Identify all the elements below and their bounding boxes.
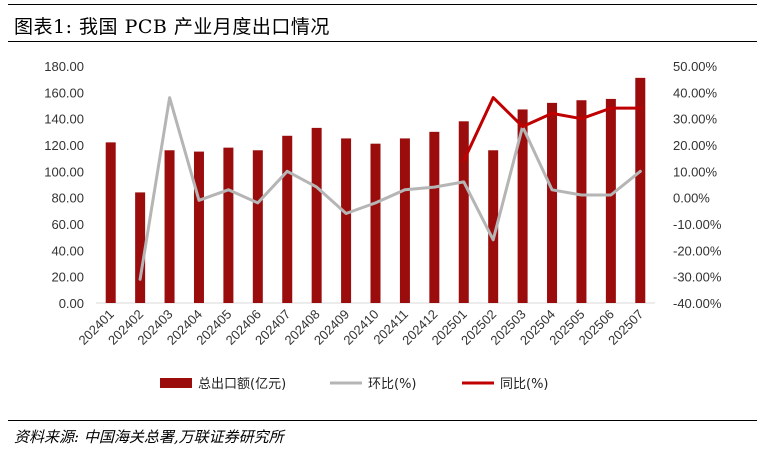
left-tick-label: 0.00 — [59, 296, 84, 311]
right-tick-label: 0.00% — [673, 191, 710, 206]
left-tick-label: 120.00 — [44, 138, 84, 153]
legend-item-export-total: 总出口额(亿元) — [198, 377, 286, 392]
export-chart: 0.00 20.00 40.00 60.00 80.00 100.00 120.00 140.… — [44, 59, 722, 392]
bar — [488, 150, 499, 303]
figure-title: 图表1: 我国 PCB 产业月度出口情况 — [14, 16, 330, 38]
bar — [576, 100, 587, 303]
source-note: 资料来源: 中国海关总署,万联证券研究所 — [14, 428, 284, 446]
legend-item-yoy: 同比(%) — [500, 377, 549, 392]
bar — [429, 131, 440, 303]
right-tick-label: -40.00% — [673, 296, 722, 311]
right-axis: -40.00% -30.00% -20.00% -10.00% 0.00% 10.00% 2… — [673, 59, 722, 311]
right-tick-label: 20.00% — [673, 138, 718, 153]
left-tick-label: 140.00 — [44, 112, 84, 127]
bar — [135, 192, 146, 303]
right-tick-label: 10.00% — [673, 164, 718, 179]
bar — [458, 121, 469, 303]
bar — [605, 98, 616, 304]
bar — [105, 142, 116, 303]
right-tick-label: -20.00% — [673, 243, 722, 258]
right-tick-label: -30.00% — [673, 270, 722, 285]
bar — [193, 151, 204, 303]
bar — [341, 138, 352, 303]
source-bar: 资料来源: 中国海关总署,万联证券研究所 — [8, 420, 757, 449]
mom-line — [138, 96, 642, 281]
bar — [164, 150, 175, 303]
right-tick-label: -10.00% — [673, 217, 722, 232]
bar — [311, 127, 322, 303]
left-tick-label: 40.00 — [51, 243, 84, 258]
bar — [252, 150, 263, 303]
bar — [635, 77, 646, 303]
bar — [223, 147, 234, 303]
left-tick-label: 80.00 — [51, 191, 84, 206]
right-tick-label: 50.00% — [673, 59, 718, 74]
legend-item-mom: 环比(%) — [368, 377, 417, 392]
left-tick-label: 100.00 — [44, 164, 84, 179]
right-tick-label: 40.00% — [673, 85, 718, 100]
left-tick-label: 160.00 — [44, 85, 84, 100]
left-axis: 0.00 20.00 40.00 60.00 80.00 100.00 120.00 140.… — [44, 59, 84, 311]
bar — [399, 138, 410, 303]
bar-series — [105, 77, 646, 304]
yoy-line — [462, 96, 642, 163]
line-series — [138, 96, 642, 281]
left-tick-label: 60.00 — [51, 217, 84, 232]
right-tick-label: 30.00% — [673, 112, 718, 127]
legend: 总出口额(亿元) 环比(%) 同比(%) — [160, 377, 549, 392]
x-axis: 2024012024022024032024042024052024062024… — [76, 307, 647, 348]
figure-title-bar: 图表1: 我国 PCB 产业月度出口情况 — [8, 4, 757, 42]
bar — [370, 143, 381, 303]
bar — [547, 102, 558, 303]
legend-swatch — [160, 378, 192, 388]
bar — [517, 109, 528, 303]
bar — [282, 135, 293, 303]
left-tick-label: 20.00 — [51, 270, 84, 285]
left-tick-label: 180.00 — [44, 59, 84, 74]
